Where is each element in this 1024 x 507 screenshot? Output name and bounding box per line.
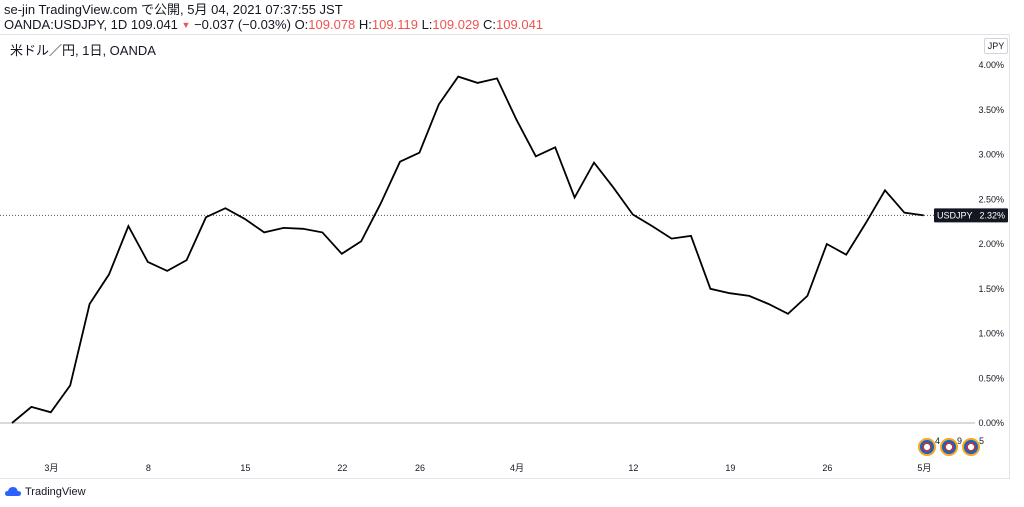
data-point[interactable] [767, 302, 771, 306]
symbol-label: OANDA:USDJPY, 1D 109.041 [4, 17, 178, 32]
data-point[interactable] [185, 258, 189, 262]
data-point[interactable] [282, 226, 286, 230]
x-tick-label: 5月 [917, 463, 931, 473]
data-point[interactable] [611, 186, 615, 190]
y-tick-label: 2.50% [978, 194, 1004, 204]
symbol-info-line: OANDA:USDJPY, 1D 109.041 ▼ −0.037 (−0.03… [4, 17, 543, 33]
event-flags: 4 9 5 [918, 436, 984, 456]
high-label: H: [358, 17, 372, 32]
data-point[interactable] [146, 260, 150, 264]
open-label: O: [294, 17, 309, 32]
data-point[interactable] [864, 221, 868, 225]
close-value: 109.041 [496, 17, 544, 32]
cloud-icon [5, 487, 21, 496]
brand-name: TradingView [25, 486, 86, 498]
usdjpy-series-line[interactable] [11, 75, 924, 424]
x-tick-label: 22 [337, 463, 347, 473]
last-value-badge [934, 208, 1008, 223]
x-tick-label: 3月 [44, 463, 58, 473]
y-tick-label: 0.50% [978, 373, 1004, 383]
data-point[interactable] [68, 383, 72, 387]
currency-button[interactable]: JPY [984, 38, 1008, 54]
data-point[interactable] [398, 160, 402, 164]
data-point[interactable] [417, 151, 421, 155]
data-point[interactable] [359, 239, 363, 243]
change-value: −0.037 (−0.03%) [194, 17, 291, 32]
data-point[interactable] [204, 215, 208, 219]
data-point[interactable] [301, 227, 305, 231]
data-point[interactable] [107, 272, 111, 276]
x-tick-label: 8 [146, 463, 151, 473]
data-point[interactable] [340, 252, 344, 256]
y-tick-label: 0.00% [978, 418, 1004, 428]
close-label: C: [483, 17, 497, 32]
data-point[interactable] [126, 224, 130, 228]
y-tick-label: 2.00% [978, 239, 1004, 249]
data-point[interactable] [29, 405, 33, 409]
data-point[interactable] [88, 302, 92, 306]
data-point[interactable] [902, 211, 906, 215]
data-point[interactable] [805, 294, 809, 298]
us-flag-icon[interactable]: 4 [918, 436, 940, 456]
us-flag-icon[interactable]: 9 [940, 436, 962, 456]
data-point[interactable] [534, 154, 538, 158]
x-tick-label: 12 [628, 463, 638, 473]
publish-info: se-jin TradingView.com で公開, 5月 04, 2021 … [4, 2, 343, 17]
data-point[interactable] [747, 294, 751, 298]
data-point[interactable] [883, 188, 887, 192]
data-point[interactable] [728, 291, 732, 295]
data-point[interactable] [379, 202, 383, 206]
data-point[interactable] [650, 224, 654, 228]
x-tick-label: 15 [240, 463, 250, 473]
chart-title: 米ドル／円, 1日, OANDA [10, 43, 156, 58]
flag-count: 9 [956, 436, 962, 446]
us-flag-icon[interactable]: 5 [962, 436, 984, 456]
chart-frame [0, 34, 1010, 479]
tradingview-logo[interactable]: TradingView [5, 486, 86, 498]
data-point[interactable] [49, 410, 53, 414]
x-tick-label: 26 [822, 463, 832, 473]
data-point[interactable] [320, 230, 324, 234]
y-tick-label: 4.00% [978, 60, 1004, 70]
data-point[interactable] [786, 312, 790, 316]
flag-count: 4 [934, 436, 940, 446]
flag-count: 5 [978, 436, 984, 446]
y-tick-label: 1.50% [978, 284, 1004, 294]
data-point[interactable] [262, 230, 266, 234]
data-point[interactable] [670, 237, 674, 241]
data-point[interactable] [922, 213, 926, 217]
data-point[interactable] [495, 76, 499, 80]
down-triangle-icon: ▼ [181, 20, 191, 30]
last-value-text: 2.32% [979, 210, 1005, 220]
x-tick-label: 4月 [510, 463, 524, 473]
data-point[interactable] [223, 206, 227, 210]
data-point[interactable] [825, 242, 829, 246]
x-tick-label: 19 [725, 463, 735, 473]
data-point[interactable] [476, 81, 480, 85]
low-label: L: [421, 17, 433, 32]
data-point[interactable] [243, 217, 247, 221]
low-value: 109.029 [432, 17, 480, 32]
y-tick-label: 3.00% [978, 150, 1004, 160]
y-tick-label: 1.00% [978, 329, 1004, 339]
data-point[interactable] [631, 212, 635, 216]
last-value-series-name: USDJPY [937, 210, 973, 220]
data-point[interactable] [437, 102, 441, 106]
x-tick-label: 26 [415, 463, 425, 473]
data-point[interactable] [456, 75, 460, 79]
data-point[interactable] [165, 269, 169, 273]
y-tick-label: 3.50% [978, 105, 1004, 115]
open-value: 109.078 [308, 17, 356, 32]
high-value: 109.119 [371, 17, 418, 32]
data-point[interactable] [689, 234, 693, 238]
data-point[interactable] [514, 118, 518, 122]
data-point[interactable] [10, 421, 14, 425]
data-point[interactable] [573, 195, 577, 199]
chart-header: se-jin TradingView.com で公開, 5月 04, 2021 … [4, 2, 543, 33]
data-point[interactable] [592, 161, 596, 165]
data-point[interactable] [844, 253, 848, 257]
data-point[interactable] [553, 145, 557, 149]
data-point[interactable] [708, 287, 712, 291]
